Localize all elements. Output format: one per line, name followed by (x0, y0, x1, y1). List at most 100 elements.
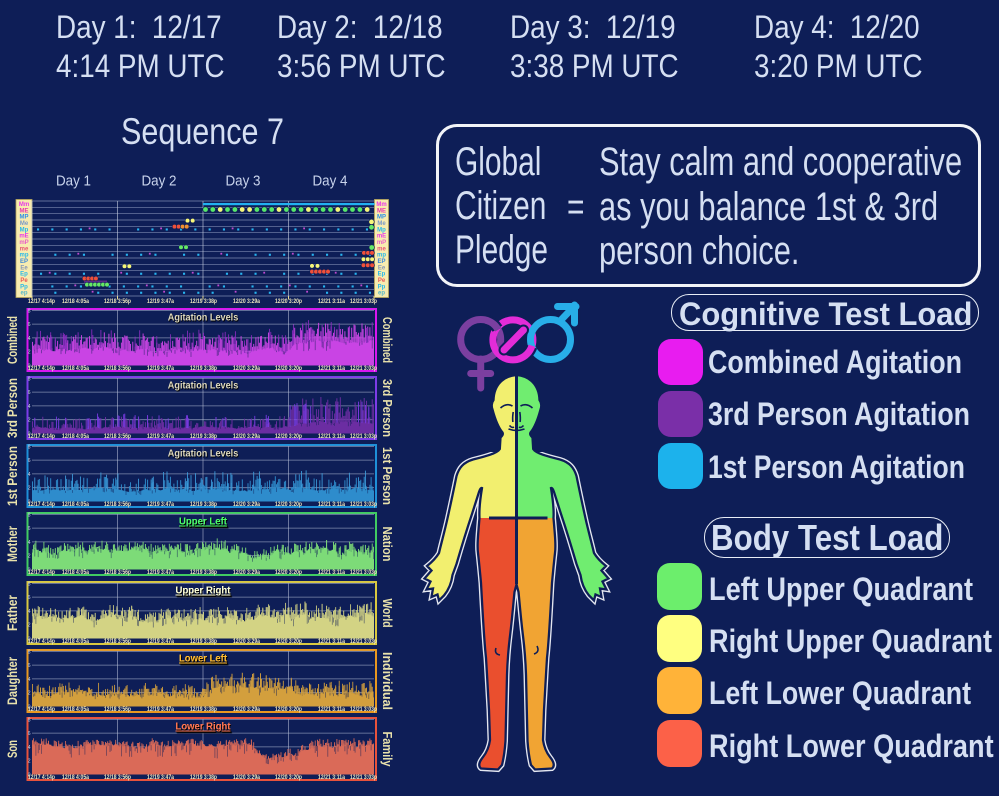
svg-text:12/20 3:20p: 12/20 3:20p (275, 774, 302, 781)
svg-text:12/19 3:47a: 12/19 3:47a (147, 774, 174, 781)
svg-text:3rd Person: 3rd Person (380, 379, 395, 437)
svg-text:12/19 3:47a: 12/19 3:47a (147, 365, 174, 372)
svg-text:12/20 3:20p: 12/20 3:20p (275, 706, 302, 713)
svg-text:Mm: Mm (376, 202, 386, 208)
svg-text:12/21 3:03p: 12/21 3:03p (350, 501, 377, 508)
svg-text:Individual: Individual (380, 652, 395, 710)
svg-text:Me: Me (20, 221, 29, 227)
svg-text:12/20 3:20p: 12/20 3:20p (275, 298, 302, 305)
svg-text:12/20 3:20p: 12/20 3:20p (275, 433, 302, 440)
svg-text:12/21 3:11a: 12/21 3:11a (318, 638, 345, 645)
svg-text:12/21 3:03p: 12/21 3:03p (350, 638, 377, 645)
svg-text:12/18 4:05a: 12/18 4:05a (62, 638, 89, 645)
svg-text:12/18 4:05a: 12/18 4:05a (62, 365, 89, 372)
svg-text:4: 4 (28, 609, 31, 615)
svg-text:EP: EP (20, 259, 28, 265)
svg-text:Me: Me (377, 221, 386, 227)
svg-text:MP: MP (377, 215, 386, 221)
svg-text:12/20 3:20p: 12/20 3:20p (275, 365, 302, 372)
svg-text:12/18 4:05a: 12/18 4:05a (62, 569, 89, 576)
svg-text:Nation: Nation (380, 527, 395, 562)
svg-text:2: 2 (28, 554, 31, 560)
svg-text:12/18 3:56p: 12/18 3:56p (104, 569, 131, 576)
svg-text:12/18 3:56p: 12/18 3:56p (104, 638, 131, 645)
svg-text:4: 4 (28, 335, 31, 341)
svg-text:Combined: Combined (380, 317, 395, 363)
svg-text:12/21 3:03p: 12/21 3:03p (350, 298, 377, 305)
svg-text:8: 8 (28, 513, 31, 519)
svg-text:12/21 3:11a: 12/21 3:11a (318, 298, 345, 305)
svg-text:Pp: Pp (378, 284, 386, 290)
svg-text:12/21 3:11a: 12/21 3:11a (318, 706, 345, 713)
svg-text:12/21 3:11a: 12/21 3:11a (318, 365, 345, 372)
svg-text:Day 4: Day 4 (313, 173, 348, 190)
svg-text:0: 0 (28, 363, 31, 369)
svg-text:12/20 3:29a: 12/20 3:29a (233, 501, 260, 508)
svg-text:Family: Family (380, 732, 395, 768)
svg-text:MP: MP (20, 215, 29, 221)
svg-text:12/20 3:29a: 12/20 3:29a (233, 569, 260, 576)
svg-text:Daughter: Daughter (5, 656, 20, 705)
svg-text:2: 2 (28, 417, 31, 423)
svg-text:0: 0 (28, 568, 31, 574)
svg-text:12/19 3:47a: 12/19 3:47a (147, 706, 174, 713)
svg-text:12/19 3:38p: 12/19 3:38p (190, 501, 217, 508)
svg-text:Lower Right: Lower Right (176, 722, 232, 733)
svg-text:12/18 4:05a: 12/18 4:05a (62, 501, 89, 508)
svg-text:2: 2 (28, 486, 31, 492)
svg-text:12/21 3:11a: 12/21 3:11a (318, 774, 345, 781)
svg-text:12/19 3:38p: 12/19 3:38p (190, 433, 217, 440)
svg-text:12/18 3:56p: 12/18 3:56p (104, 365, 131, 372)
svg-text:12/17 4:14p: 12/17 4:14p (28, 433, 55, 440)
svg-text:0: 0 (28, 773, 31, 779)
svg-text:8: 8 (28, 444, 31, 450)
svg-text:12/19 3:38p: 12/19 3:38p (190, 365, 217, 372)
svg-text:mp: mp (377, 253, 386, 259)
svg-text:Ep: Ep (20, 272, 28, 278)
svg-text:Upper Left: Upper Left (179, 517, 228, 528)
svg-text:EP: EP (377, 259, 385, 265)
svg-text:12/17 4:14p: 12/17 4:14p (28, 298, 55, 305)
svg-text:12/19 3:38p: 12/19 3:38p (190, 706, 217, 713)
svg-text:World: World (380, 598, 395, 627)
svg-text:8: 8 (28, 376, 31, 382)
svg-text:12/18 3:56p: 12/18 3:56p (104, 298, 131, 305)
svg-text:3rd Person: 3rd Person (5, 378, 20, 438)
svg-text:4: 4 (28, 404, 31, 410)
svg-text:mP: mP (19, 240, 28, 246)
svg-text:12/20 3:29a: 12/20 3:29a (233, 706, 260, 713)
svg-text:12/17 4:14p: 12/17 4:14p (28, 774, 55, 781)
svg-text:mp: mp (20, 253, 29, 259)
svg-text:6: 6 (28, 663, 31, 669)
svg-text:12/18 4:05a: 12/18 4:05a (62, 298, 89, 305)
svg-text:12/17 4:14p: 12/17 4:14p (28, 501, 55, 508)
svg-text:4: 4 (28, 745, 31, 751)
svg-text:Agitation Levels: Agitation Levels (168, 380, 239, 391)
svg-text:12/18 3:56p: 12/18 3:56p (104, 706, 131, 713)
svg-text:Mp: Mp (20, 227, 29, 233)
svg-text:12/19 3:38p: 12/19 3:38p (190, 774, 217, 781)
svg-text:Mm: Mm (19, 202, 29, 208)
svg-text:1st Person: 1st Person (380, 447, 395, 505)
svg-text:0: 0 (28, 431, 31, 437)
svg-text:0: 0 (28, 636, 31, 642)
svg-text:12/21 3:03p: 12/21 3:03p (350, 706, 377, 713)
svg-text:Ee: Ee (20, 265, 28, 271)
svg-text:2: 2 (28, 349, 31, 355)
svg-text:12/17 4:14p: 12/17 4:14p (28, 638, 55, 645)
svg-text:Son: Son (5, 740, 20, 758)
svg-text:12/21 3:03p: 12/21 3:03p (350, 365, 377, 372)
svg-text:ME: ME (20, 208, 29, 214)
svg-text:mE: mE (377, 234, 386, 240)
svg-text:6: 6 (28, 731, 31, 737)
svg-text:12/20 3:29a: 12/20 3:29a (233, 638, 260, 645)
svg-text:ep: ep (378, 291, 385, 297)
svg-text:12/20 3:20p: 12/20 3:20p (275, 569, 302, 576)
svg-text:12/19 3:47a: 12/19 3:47a (147, 298, 174, 305)
svg-text:2: 2 (28, 759, 31, 765)
svg-text:8: 8 (28, 581, 31, 587)
svg-text:8: 8 (28, 649, 31, 655)
svg-text:Ee: Ee (378, 265, 386, 271)
svg-text:6: 6 (28, 458, 31, 464)
svg-text:12/18 4:05a: 12/18 4:05a (62, 706, 89, 713)
